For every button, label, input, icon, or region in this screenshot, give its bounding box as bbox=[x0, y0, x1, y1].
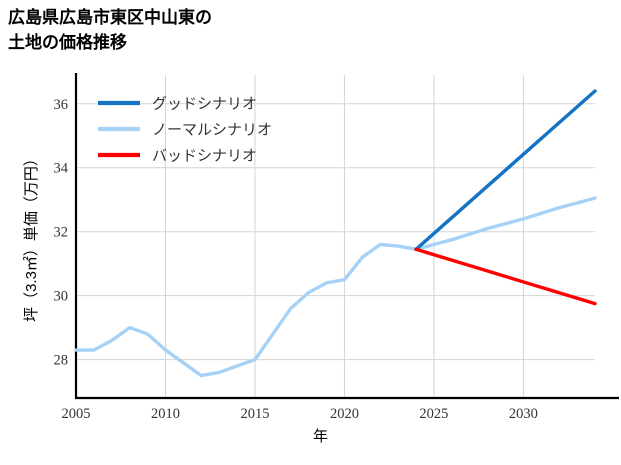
x-tick-label: 2020 bbox=[330, 406, 359, 422]
x-axis-title: 年 bbox=[313, 428, 328, 445]
chart-title: 広島県広島市東区中山東の 土地の価格推移 bbox=[8, 8, 212, 52]
y-tick-label: 30 bbox=[54, 289, 69, 305]
legend-label: バッドシナリオ bbox=[152, 149, 257, 165]
x-tick-label: 2030 bbox=[509, 406, 538, 422]
series-line-バッドシナリオ bbox=[414, 247, 597, 306]
y-tick-label: 36 bbox=[54, 97, 69, 113]
y-axis-title: 坪（3.3㎡）単価（万円） bbox=[23, 151, 40, 322]
x-tick-label: 2015 bbox=[240, 406, 269, 422]
x-tick-label: 2010 bbox=[151, 406, 180, 422]
x-tick-label: 2005 bbox=[62, 406, 91, 422]
y-tick-label: 34 bbox=[54, 161, 69, 177]
x-tick-label: 2025 bbox=[419, 406, 448, 422]
legend-label: グッドシナリオ bbox=[152, 96, 257, 113]
legend-label: ノーマルシナリオ bbox=[152, 123, 272, 139]
series-line-グッドシナリオ bbox=[414, 89, 597, 251]
y-tick-label: 28 bbox=[54, 353, 69, 369]
y-tick-label: 32 bbox=[54, 225, 69, 241]
series-line-ノーマルシナリオ bbox=[74, 196, 597, 378]
